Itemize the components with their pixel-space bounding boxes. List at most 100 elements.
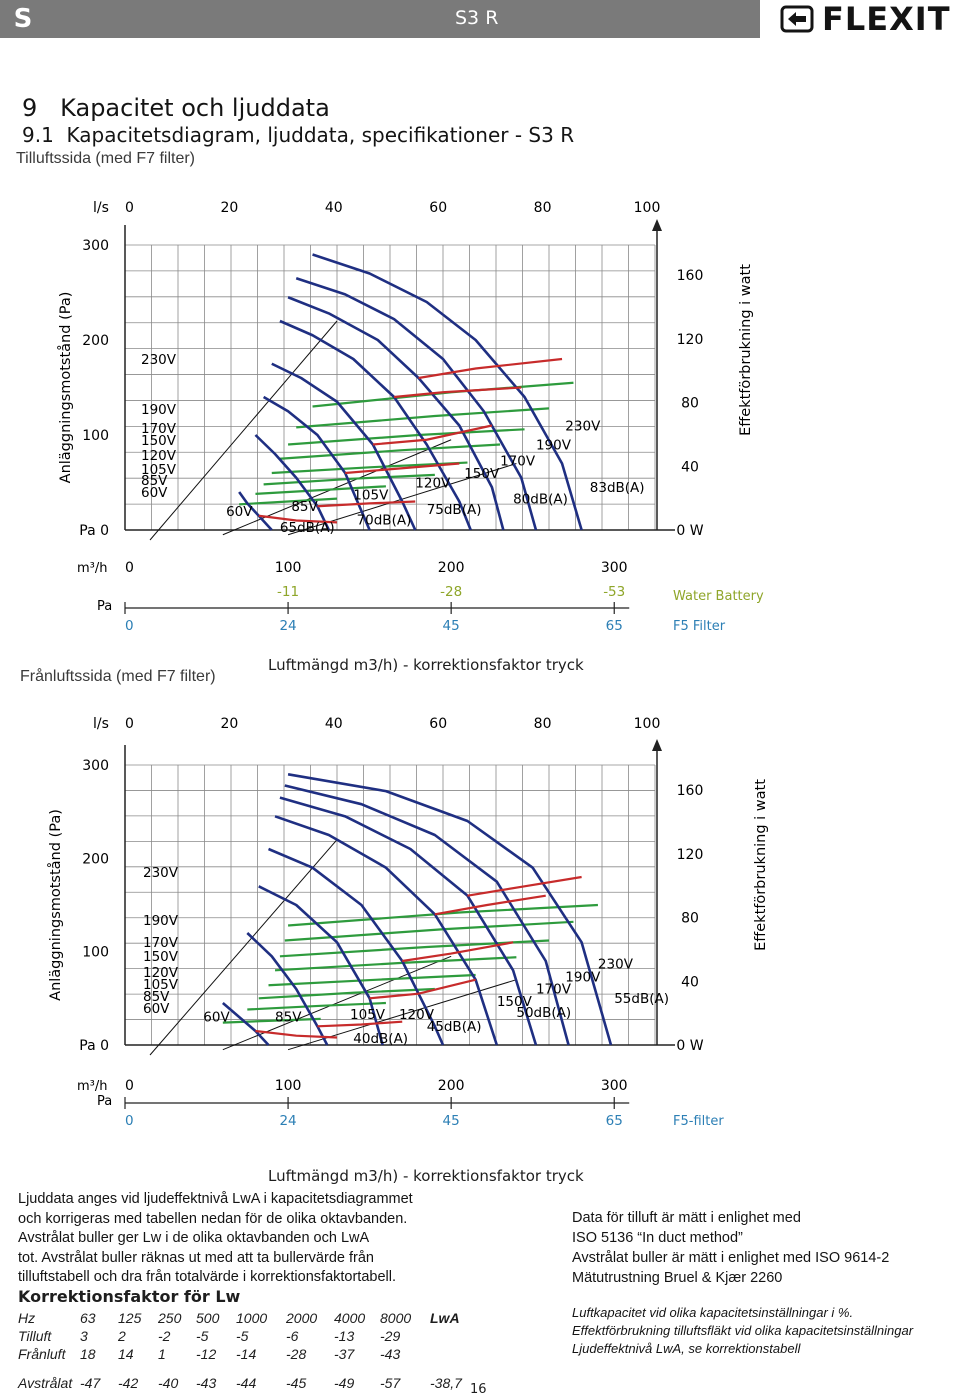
table-cell: -13 <box>334 1328 355 1344</box>
note-line: Mätutrustning Bruel & Kjær 2260 <box>572 1270 783 1286</box>
table-cell: -5 <box>236 1328 249 1344</box>
sound-label: 75dB(A) <box>427 502 482 518</box>
sound-label: 65dB(A) <box>280 520 335 536</box>
x-top-tick: 40 <box>325 200 343 216</box>
y2-tick: 80 <box>681 396 699 412</box>
x-top-label: l/s <box>93 716 109 732</box>
voltage-label: 60V <box>226 504 253 520</box>
table-cell: 3 <box>80 1328 88 1344</box>
y2-axis-label: Effektförbrukning i watt <box>738 264 754 436</box>
note-line: Luftkapacitet vid olika kapacitetsinstäl… <box>572 1305 854 1320</box>
table-row: Frånluft 18 14 1 -12 -14 -28 -37 -43 <box>18 1345 470 1363</box>
y-axis-label: Anläggningsmotstånd (Pa) <box>47 809 64 1001</box>
note-line: Avstrålat buller ger Lw i de olika oktav… <box>18 1230 370 1246</box>
voltage-label-left: 150V <box>141 433 177 449</box>
subsection-number: 9.1 <box>22 123 54 147</box>
voltage-label: 120V <box>415 475 451 491</box>
note-line: Ljuddata anges vid ljudeffektnivå LwA i … <box>18 1191 413 1207</box>
correction-table-title: Korrektionsfaktor för Lw <box>18 1287 241 1306</box>
page-number: 16 <box>470 1382 487 1397</box>
header-bar: S S3 R FLEXIT <box>0 0 960 38</box>
sound-curve <box>418 357 563 380</box>
reference-line <box>149 839 338 1056</box>
reference-line <box>222 955 452 1051</box>
power-curve-p190v <box>296 407 550 429</box>
voltage-label-left: 190V <box>143 913 179 929</box>
table-cell: -47 <box>80 1375 101 1391</box>
sound-label: 80dB(A) <box>513 491 568 507</box>
table-cell: -6 <box>286 1328 299 1344</box>
table-cell: -45 <box>286 1375 307 1391</box>
y-tick: 300 <box>82 238 109 254</box>
voltage-label-left: 190V <box>141 402 177 418</box>
note-line: Avstrålat buller är mätt i enlighet med … <box>572 1250 890 1266</box>
table-cell: 2 <box>118 1328 126 1344</box>
sound-label: 83dB(A) <box>590 480 645 496</box>
y2-tick: 160 <box>677 783 704 799</box>
voltage-label-left: 85V <box>143 989 170 1005</box>
table-cell: -37 <box>334 1346 355 1362</box>
sound-curve <box>255 1029 338 1039</box>
table-row: Tilluft 3 2 -2 -5 -5 -6 -13 -29 <box>18 1327 470 1345</box>
y2-tick: 80 <box>681 911 699 927</box>
x-top-tick: 80 <box>534 716 552 732</box>
sound-curve <box>393 386 522 399</box>
table-cell: 8000 <box>380 1310 412 1326</box>
table-cell: 500 <box>196 1310 220 1326</box>
voltage-label-left: 105V <box>143 977 179 993</box>
power-curve-p85v <box>255 485 386 495</box>
y-axis-label: Anläggningsmotstånd (Pa) <box>57 292 74 484</box>
table-cell: -14 <box>236 1346 257 1362</box>
power-curve-p105v <box>258 987 435 1000</box>
table-cell: 1 <box>158 1346 166 1362</box>
table-cell: -43 <box>196 1375 217 1391</box>
chart1-footer: Luftmängd m3/h) - korrektionsfaktor tryc… <box>268 656 584 674</box>
table-cell: -43 <box>380 1346 401 1362</box>
table-cell: 125 <box>118 1310 142 1326</box>
fan-curve-170v <box>287 296 505 531</box>
y-tick: 100 <box>82 428 109 444</box>
table-cell: Hz <box>18 1310 36 1326</box>
table-cell: -40 <box>158 1375 179 1391</box>
x-tick: 200 <box>438 1078 465 1094</box>
power-curve-p230v <box>287 903 598 927</box>
table-cell: -12 <box>196 1346 217 1362</box>
y-tick: 200 <box>82 851 109 867</box>
note-line: tot. Avstrålat buller räknas ut med att … <box>18 1249 374 1266</box>
voltage-label: 170V <box>536 982 572 998</box>
y-tick: 200 <box>82 333 109 349</box>
subsection-heading: 9.1 Kapacitetsdiagram, ljuddata, specifi… <box>22 123 574 147</box>
y2-tick: 0 W <box>676 523 703 539</box>
sound-curve <box>317 1020 403 1028</box>
x-axis-label: m³/h <box>77 1079 108 1094</box>
power-curve-p85v <box>247 1001 386 1011</box>
fan-curve-120v <box>268 847 445 1046</box>
table-cell: Tilluft <box>18 1328 52 1344</box>
table-cell: -44 <box>236 1375 257 1391</box>
y2-tick: 120 <box>677 847 704 863</box>
x-top-tick: 60 <box>429 716 447 732</box>
fan-curve-230v <box>312 253 583 531</box>
exhaust-capacity-chart: l/s 0 20 40 60 80 100 300 200 100 Pa 0 Anläggningsm… <box>47 716 769 1129</box>
flexit-logo-icon <box>780 5 814 33</box>
table-cell: 4000 <box>334 1310 366 1326</box>
voltage-label-left: 60V <box>143 1001 170 1017</box>
y2-tick: 40 <box>681 459 699 475</box>
table-cell: Frånluft <box>18 1346 66 1362</box>
voltage-label: 105V <box>350 1007 386 1023</box>
sound-label: 70dB(A) <box>357 512 412 528</box>
voltage-label: 190V <box>565 970 601 986</box>
filter-correction-value: 65 <box>606 1113 623 1129</box>
table-cell: 1000 <box>236 1310 268 1326</box>
x-top-tick: 80 <box>534 200 552 216</box>
y-tick: Pa 0 <box>79 1038 109 1054</box>
fan-curve-85v <box>246 932 329 1046</box>
power-curve-p120v <box>271 461 468 475</box>
y-tick: 300 <box>82 758 109 774</box>
reference-line <box>149 320 338 541</box>
sound-curve <box>372 424 493 446</box>
table-cell: 2000 <box>286 1310 318 1326</box>
fan-curve-85v <box>254 434 331 531</box>
x-tick: 300 <box>601 1078 628 1094</box>
section-heading: 9 Kapacitet och ljuddata <box>22 94 330 122</box>
